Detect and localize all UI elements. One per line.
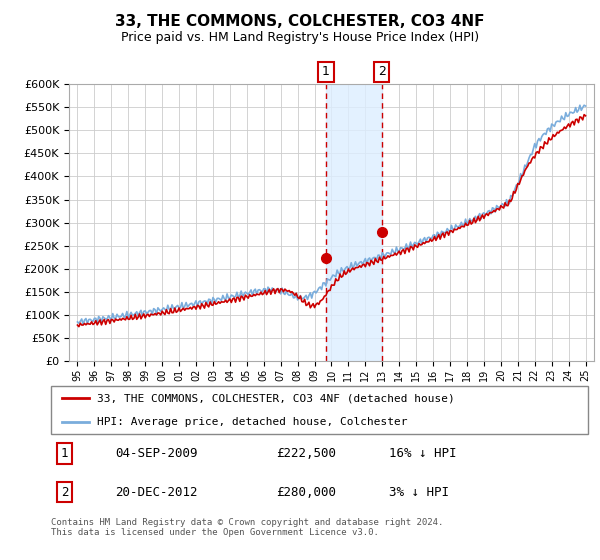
- Text: 04-SEP-2009: 04-SEP-2009: [115, 447, 198, 460]
- Text: Contains HM Land Registry data © Crown copyright and database right 2024.
This d: Contains HM Land Registry data © Crown c…: [51, 518, 443, 538]
- Text: £222,500: £222,500: [277, 447, 337, 460]
- Text: 3% ↓ HPI: 3% ↓ HPI: [389, 486, 449, 498]
- Text: 2: 2: [378, 66, 386, 78]
- Text: £280,000: £280,000: [277, 486, 337, 498]
- Text: 33, THE COMMONS, COLCHESTER, CO3 4NF (detached house): 33, THE COMMONS, COLCHESTER, CO3 4NF (de…: [97, 393, 454, 403]
- Text: 33, THE COMMONS, COLCHESTER, CO3 4NF: 33, THE COMMONS, COLCHESTER, CO3 4NF: [115, 14, 485, 29]
- Text: Price paid vs. HM Land Registry's House Price Index (HPI): Price paid vs. HM Land Registry's House …: [121, 31, 479, 44]
- Text: 1: 1: [61, 447, 68, 460]
- Text: 1: 1: [322, 66, 330, 78]
- Bar: [326, 84, 382, 361]
- Text: 2: 2: [61, 486, 68, 498]
- Text: 20-DEC-2012: 20-DEC-2012: [115, 486, 198, 498]
- Text: 16% ↓ HPI: 16% ↓ HPI: [389, 447, 457, 460]
- Text: HPI: Average price, detached house, Colchester: HPI: Average price, detached house, Colc…: [97, 417, 407, 427]
